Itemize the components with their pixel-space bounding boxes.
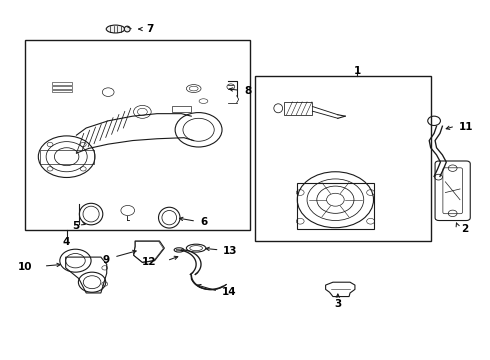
Text: 10: 10 [18, 262, 32, 272]
Text: 6: 6 [200, 217, 207, 227]
Text: 8: 8 [244, 86, 251, 96]
Text: 4: 4 [63, 237, 71, 247]
Text: 11: 11 [459, 122, 473, 132]
Bar [25, 40, 250, 230]
Text: 12: 12 [142, 257, 156, 267]
Text: 5: 5 [72, 221, 79, 231]
Ellipse shape [106, 25, 125, 33]
Text: 2: 2 [462, 225, 469, 234]
Bar [52, 82, 72, 85]
Bar [172, 107, 191, 112]
Text: 9: 9 [102, 255, 109, 265]
Text: 7: 7 [147, 24, 154, 34]
Bar [255, 76, 431, 241]
Text: 3: 3 [334, 300, 342, 310]
Bar [52, 90, 72, 92]
Bar [297, 183, 373, 229]
Text: 14: 14 [222, 287, 237, 297]
Bar [52, 86, 72, 89]
Ellipse shape [124, 26, 130, 32]
Text: 1: 1 [354, 66, 361, 76]
Text: 13: 13 [223, 246, 238, 256]
Bar [284, 102, 313, 115]
Bar [40, 149, 94, 164]
